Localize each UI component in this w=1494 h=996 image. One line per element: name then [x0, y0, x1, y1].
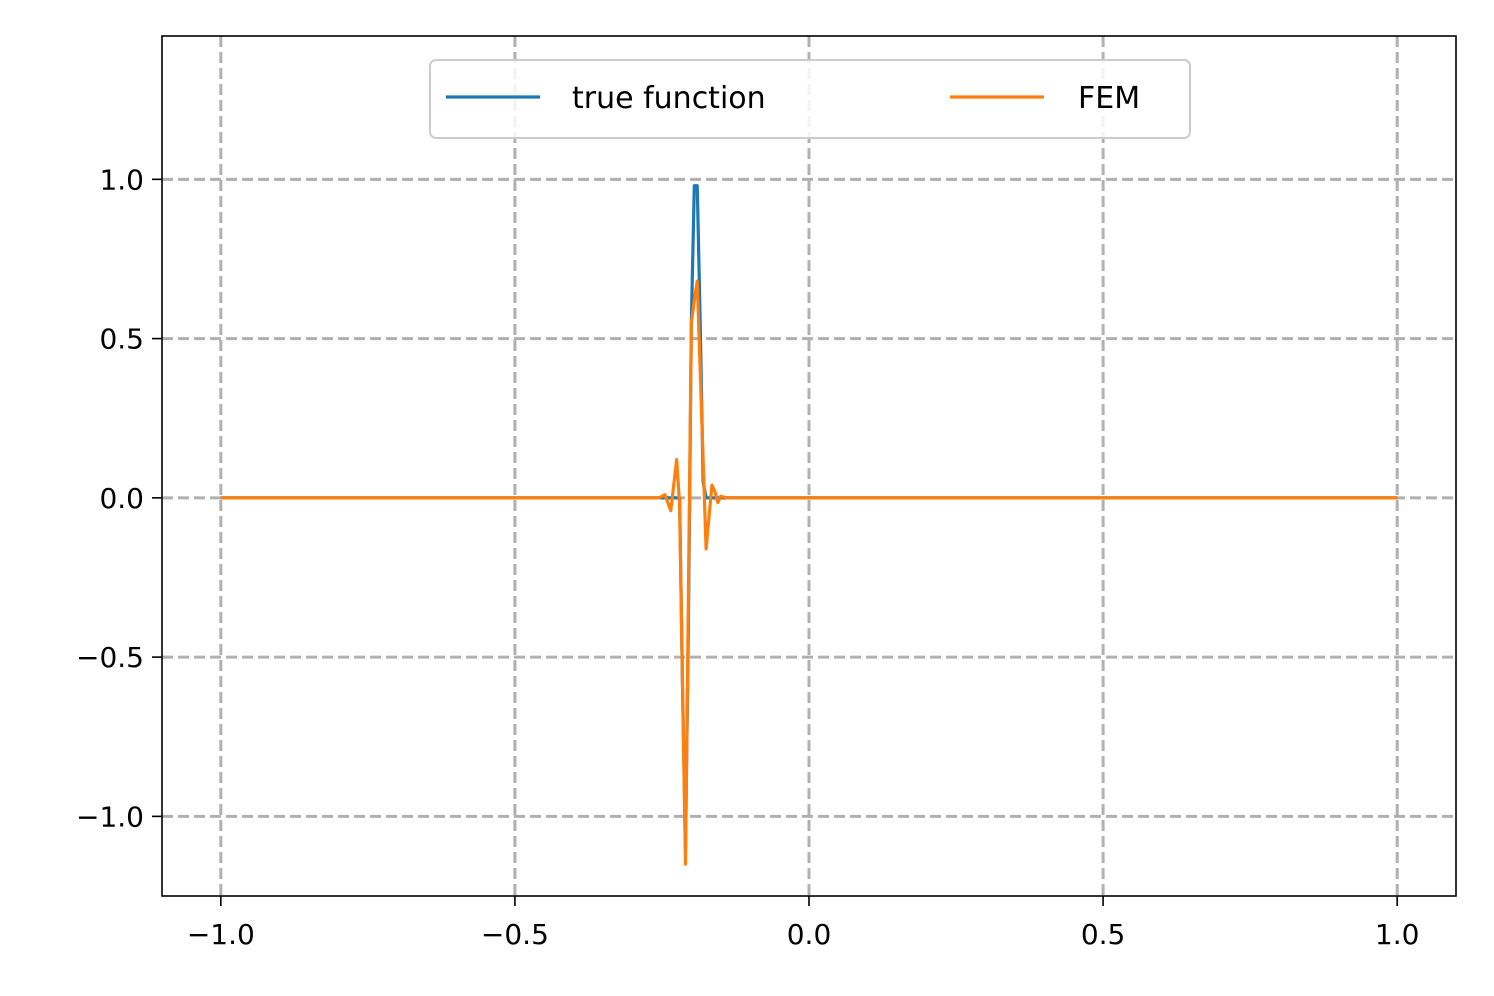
series-lines	[220, 184, 1398, 866]
axis-ticks: −1.0 −0.5 0.0 0.5 1.0 1.0 0.5 0.0 −0.5 −1.0	[76, 163, 1419, 951]
y-tick-label: 1.0	[99, 163, 144, 196]
legend-label-1: FEM	[1078, 81, 1140, 116]
x-tick-label: 1.0	[1375, 918, 1420, 951]
series-line-1	[220, 279, 1398, 866]
grid-lines	[162, 36, 1456, 896]
y-tick-label: 0.5	[99, 323, 144, 356]
x-tick-label: −0.5	[481, 918, 549, 951]
legend-label-0: true function	[572, 81, 766, 116]
legend-box	[429, 59, 1191, 139]
y-tick-label: −1.0	[76, 800, 144, 833]
x-tick-label: 0.5	[1081, 918, 1126, 951]
x-tick-label: −1.0	[187, 918, 255, 951]
y-tick-label: −0.5	[76, 641, 144, 674]
x-tick-label: 0.0	[787, 918, 832, 951]
legend: true function FEM	[429, 59, 1191, 139]
y-tick-label: 0.0	[99, 482, 144, 515]
series-line-0	[220, 184, 1398, 850]
